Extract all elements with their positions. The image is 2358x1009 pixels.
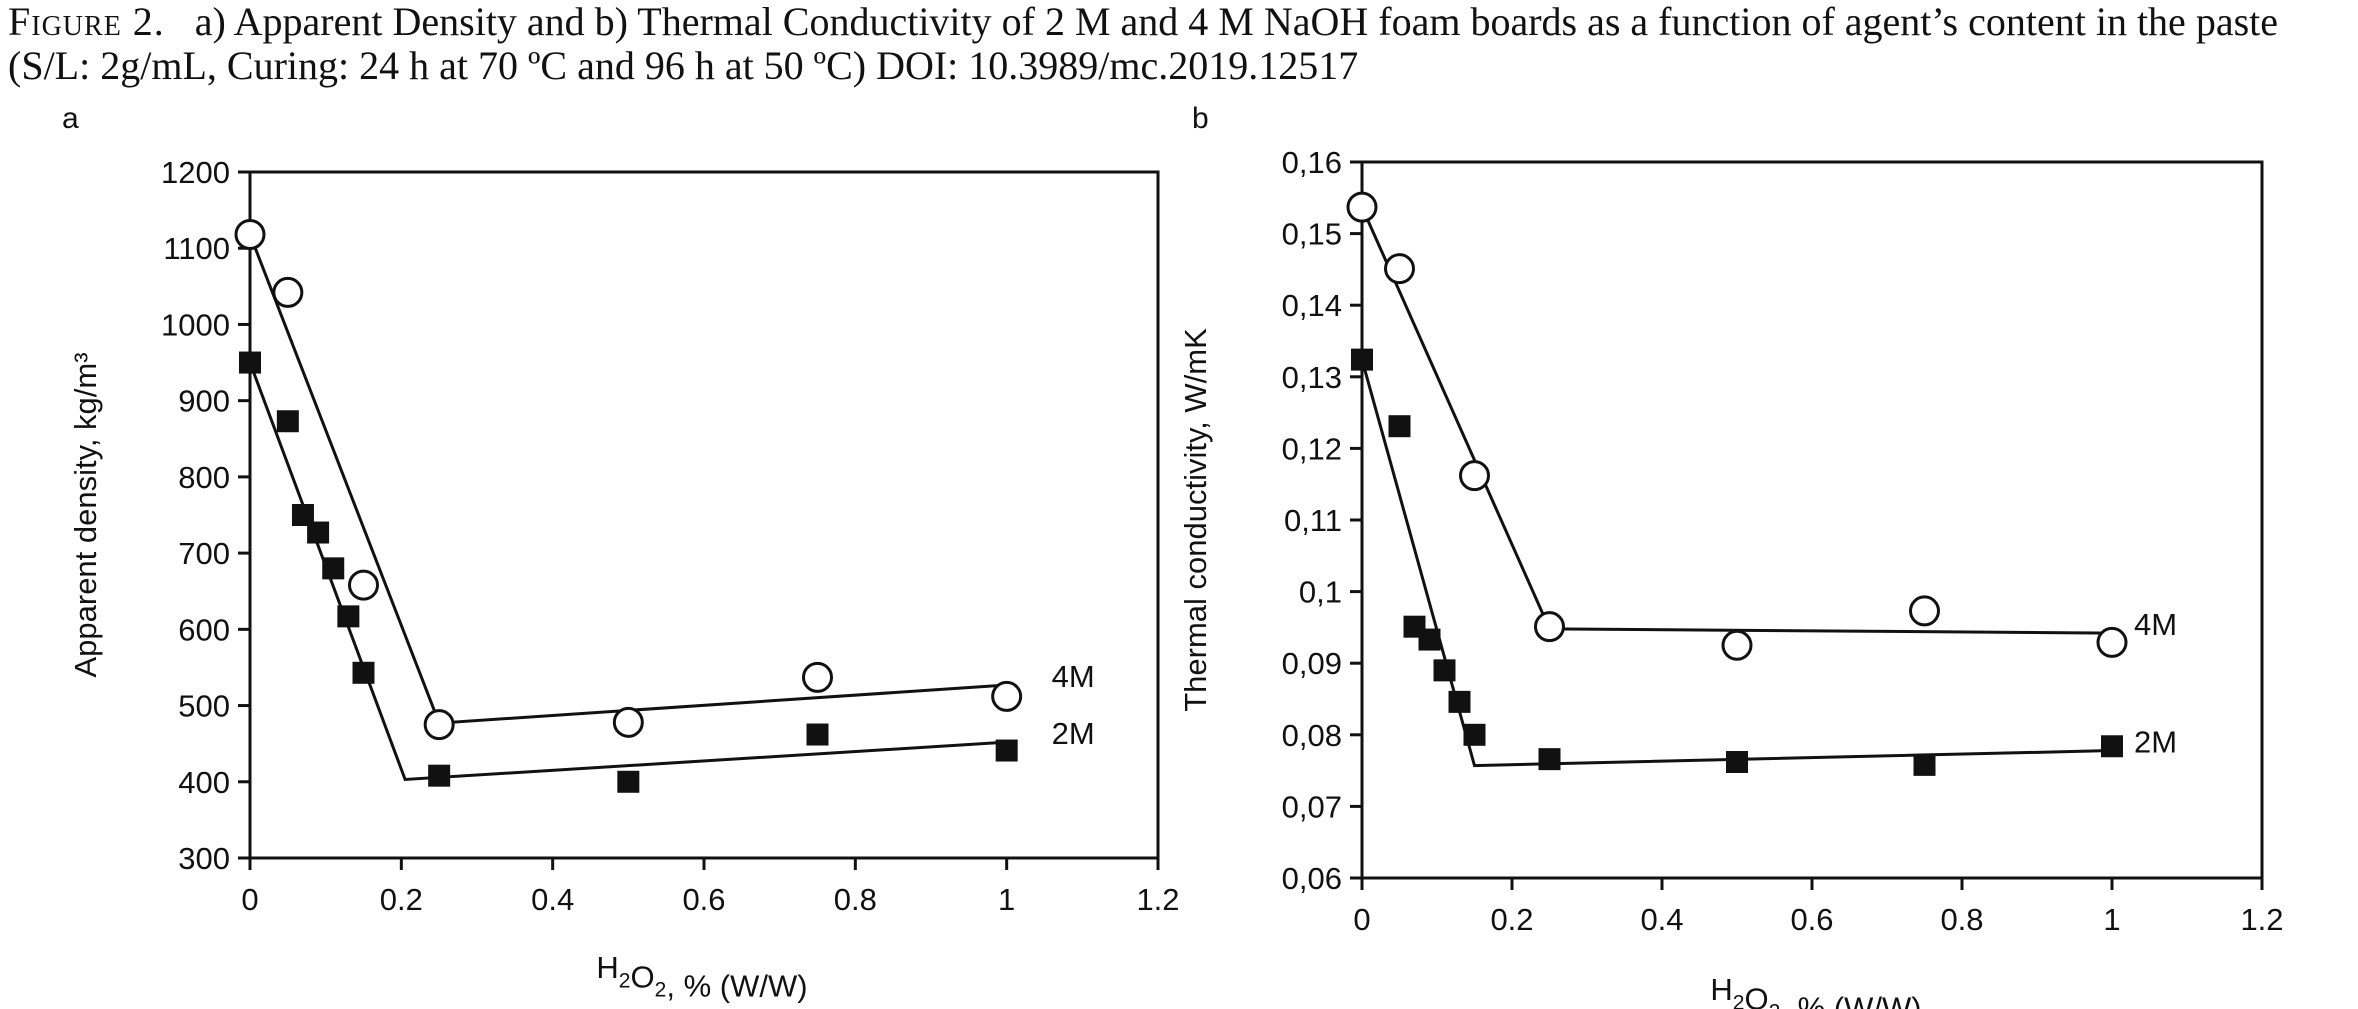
y-tick-label: 300	[178, 841, 230, 876]
data-point-4M	[1346, 191, 1378, 223]
data-point-2M	[291, 504, 314, 526]
data-point-2M	[239, 351, 261, 374]
x-tick-label: 1	[2103, 902, 2120, 937]
trend-line-4M	[1360, 206, 2113, 635]
y-tick-label: 0,06	[1282, 861, 1342, 896]
data-point-2M	[1448, 690, 1471, 713]
x-tick-label: 0.2	[380, 882, 423, 917]
data-point-4M	[1384, 253, 1415, 285]
data-point-4M	[612, 706, 644, 738]
data-point-2M	[276, 410, 299, 433]
x-tick-label: 0.4	[1640, 902, 1683, 937]
series-label-4M: 4M	[2134, 607, 2177, 642]
x-axis-label: H2O2, % (W/W)	[1710, 972, 1921, 1009]
y-tick-label: 0,11	[1284, 503, 1342, 538]
y-tick-label: 0,16	[1282, 145, 1342, 180]
trend-line-2M	[1360, 359, 2113, 768]
data-point-4M	[1459, 460, 1490, 492]
series-4M: 4M	[234, 219, 1095, 741]
figure-label: Figure 2.	[8, 0, 165, 44]
trend-line-2M	[248, 362, 1007, 782]
x-tick-label: 0.2	[1490, 902, 1533, 937]
x-tick-label: 0	[241, 882, 258, 917]
data-point-4M	[272, 276, 304, 308]
chart-panel-a: a 300 400 500 600 700 800 900 1000 1100 1200 0 0.2 0.…	[62, 102, 1180, 1004]
plot-frame	[248, 170, 1160, 860]
x-tick-label: 1.2	[1136, 882, 1179, 917]
x-tick-label: 0.8	[834, 882, 877, 917]
y-tick-label: 0,09	[1282, 646, 1342, 681]
figure-caption: Figure 2. a) Apparent Density and b) The…	[8, 0, 2348, 88]
data-point-2M	[1463, 723, 1486, 746]
trend-line-4M	[248, 233, 1007, 725]
x-tick-label: 1.2	[2240, 902, 2283, 937]
series-label-2M: 2M	[2134, 725, 2177, 760]
data-point-4M	[2096, 626, 2128, 658]
y-tick-label: 0,07	[1282, 789, 1342, 824]
chart-panel-b: b 0,06 0,07 0,08 0,09 0,1 0,11 0,12 0,13 0,14 0,15…	[1178, 102, 2284, 1009]
data-point-2M	[617, 770, 640, 793]
y-axis-label: Thermal conductivity, W/mK	[1178, 328, 1213, 712]
series-label-4M: 4M	[1052, 659, 1095, 694]
data-point-2M	[352, 661, 375, 684]
plot-frame	[1360, 160, 2264, 880]
data-point-4M	[1534, 611, 1565, 643]
data-point-2M	[995, 739, 1018, 762]
data-point-2M	[2101, 735, 2123, 758]
panel-label: a	[62, 102, 79, 135]
series-2M: 2M	[1351, 348, 2177, 776]
x-tick-label: 0.6	[1790, 902, 1833, 937]
data-point-2M	[1388, 415, 1411, 438]
y-tick-label: 1000	[161, 307, 230, 342]
y-tick-label: 0,15	[1282, 217, 1342, 252]
data-point-2M	[1351, 348, 1373, 371]
data-point-2M	[337, 605, 360, 628]
data-point-4M	[991, 680, 1023, 712]
data-point-4M	[1909, 595, 1940, 627]
data-point-2M	[1433, 659, 1456, 682]
y-tick-label: 700	[178, 536, 230, 571]
data-point-2M	[428, 764, 451, 787]
y-tick-label: 600	[178, 612, 230, 647]
y-tick-label: 900	[178, 384, 230, 419]
data-point-2M	[1418, 628, 1441, 651]
series-4M: 4M	[1346, 191, 2177, 661]
y-tick-label: 1100	[163, 231, 230, 266]
data-point-2M	[322, 557, 345, 580]
x-tick-label: 0.6	[682, 882, 725, 917]
data-point-2M	[1538, 748, 1561, 771]
y-tick-label: 0,13	[1282, 360, 1342, 395]
series-label-2M: 2M	[1052, 716, 1095, 751]
data-point-2M	[1913, 753, 1936, 776]
caption-text: a) Apparent Density and b) Thermal Condu…	[8, 0, 2278, 88]
y-tick-label: 0,08	[1282, 718, 1342, 753]
y-tick-label: 1200	[161, 155, 230, 190]
y-axis-label: Apparent density, kg/m³	[68, 352, 103, 677]
x-axis-label: H2O2, % (W/W)	[596, 950, 807, 1004]
data-point-4M	[348, 569, 379, 601]
series-2M: 2M	[239, 351, 1095, 793]
panel-label: b	[1192, 102, 1209, 135]
data-point-4M	[234, 219, 266, 251]
y-tick-label: 0,1	[1299, 575, 1342, 610]
y-tick-label: 500	[178, 689, 230, 724]
x-tick-label: 0.8	[1940, 902, 1983, 937]
y-tick-label: 800	[178, 460, 230, 495]
data-point-2M	[806, 723, 829, 746]
data-point-4M	[1721, 629, 1753, 661]
x-tick-label: 0	[1353, 902, 1370, 937]
y-tick-label: 0,12	[1282, 431, 1342, 466]
data-point-4M	[802, 661, 833, 693]
data-point-2M	[1726, 751, 1748, 774]
y-tick-label: 0,14	[1282, 288, 1342, 323]
x-tick-label: 1	[998, 882, 1015, 917]
y-tick-label: 400	[178, 765, 230, 800]
x-tick-label: 0.4	[531, 882, 574, 917]
data-point-4M	[423, 709, 455, 741]
data-point-2M	[307, 521, 330, 544]
